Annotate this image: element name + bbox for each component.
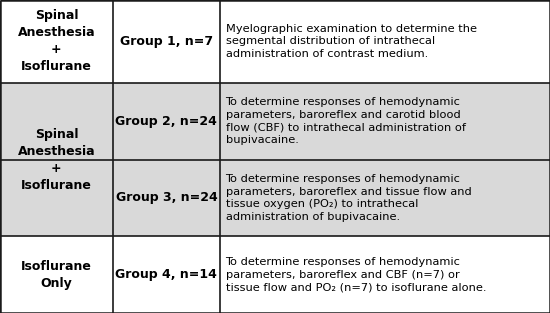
Bar — [220, 83, 550, 160]
Bar — [113, 160, 220, 236]
Bar — [220, 160, 550, 236]
Bar — [220, 236, 550, 313]
Text: Myelographic examination to determine the
segmental distribution of intrathecal
: Myelographic examination to determine th… — [226, 24, 476, 59]
Text: Group 1, n=7: Group 1, n=7 — [120, 35, 213, 48]
Bar — [0, 0, 113, 83]
Bar — [220, 0, 550, 83]
Text: Isoflurane
Only: Isoflurane Only — [21, 260, 92, 290]
Text: Group 2, n=24: Group 2, n=24 — [116, 115, 217, 128]
Text: To determine responses of hemodynamic
parameters, baroreflex and carotid blood
f: To determine responses of hemodynamic pa… — [226, 97, 465, 146]
Text: Group 4, n=14: Group 4, n=14 — [116, 268, 217, 281]
Bar — [113, 236, 220, 313]
Bar — [113, 0, 220, 83]
Text: Spinal
Anesthesia
+
Isoflurane: Spinal Anesthesia + Isoflurane — [18, 9, 95, 74]
Bar — [113, 83, 220, 160]
Bar — [0, 236, 113, 313]
Text: To determine responses of hemodynamic
parameters, baroreflex and CBF (n=7) or
ti: To determine responses of hemodynamic pa… — [226, 257, 486, 292]
Text: Spinal
Anesthesia
+
Isoflurane: Spinal Anesthesia + Isoflurane — [18, 128, 95, 192]
Text: Group 3, n=24: Group 3, n=24 — [116, 192, 217, 204]
Text: To determine responses of hemodynamic
parameters, baroreflex and tissue flow and: To determine responses of hemodynamic pa… — [226, 174, 471, 222]
Bar — [0, 83, 113, 236]
